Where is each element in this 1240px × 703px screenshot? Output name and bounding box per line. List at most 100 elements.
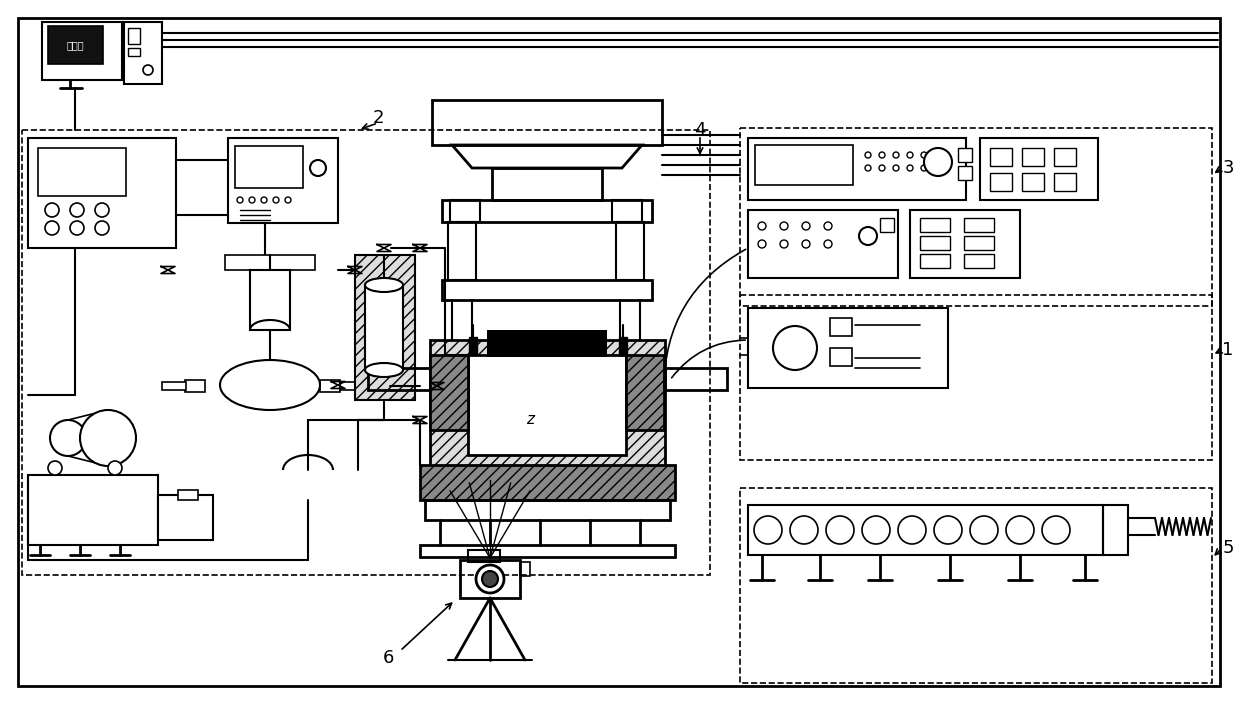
- Circle shape: [826, 516, 854, 544]
- Bar: [441, 280, 652, 300]
- Circle shape: [970, 516, 998, 544]
- Bar: [1022, 173, 1044, 191]
- Bar: [830, 318, 852, 336]
- Text: z: z: [526, 413, 534, 427]
- Bar: [990, 173, 1012, 191]
- Circle shape: [924, 148, 952, 176]
- Circle shape: [862, 516, 890, 544]
- Bar: [748, 138, 966, 200]
- Bar: [365, 285, 403, 370]
- Bar: [748, 308, 949, 388]
- Bar: [963, 236, 994, 250]
- Bar: [1054, 148, 1076, 166]
- Circle shape: [48, 461, 62, 475]
- Circle shape: [95, 203, 109, 217]
- Circle shape: [45, 203, 60, 217]
- Bar: [128, 28, 140, 44]
- Circle shape: [143, 65, 153, 75]
- Bar: [29, 475, 157, 545]
- Circle shape: [893, 152, 899, 158]
- Circle shape: [898, 516, 926, 544]
- Circle shape: [754, 516, 782, 544]
- Bar: [619, 337, 627, 355]
- Bar: [740, 295, 1211, 460]
- Bar: [185, 380, 205, 392]
- Bar: [963, 218, 994, 232]
- Text: 3: 3: [1223, 159, 1234, 177]
- Bar: [990, 148, 1012, 166]
- Circle shape: [825, 240, 832, 248]
- Bar: [124, 22, 162, 84]
- Circle shape: [921, 152, 928, 158]
- Bar: [441, 200, 652, 222]
- Bar: [980, 138, 1097, 200]
- Bar: [1104, 505, 1128, 555]
- Circle shape: [790, 516, 818, 544]
- Circle shape: [237, 197, 243, 203]
- Circle shape: [45, 221, 60, 235]
- Circle shape: [893, 165, 899, 171]
- Circle shape: [802, 240, 810, 248]
- Bar: [448, 222, 476, 280]
- Circle shape: [906, 152, 913, 158]
- Circle shape: [476, 565, 503, 593]
- Bar: [920, 218, 950, 232]
- Bar: [320, 380, 340, 392]
- Ellipse shape: [365, 278, 403, 292]
- Circle shape: [81, 410, 136, 466]
- Bar: [920, 254, 950, 268]
- Bar: [748, 505, 1104, 555]
- Bar: [740, 488, 1211, 683]
- Bar: [425, 500, 670, 520]
- Circle shape: [1006, 516, 1034, 544]
- Text: 6: 6: [382, 649, 393, 667]
- Text: 5: 5: [1223, 539, 1234, 557]
- Ellipse shape: [219, 360, 320, 410]
- Bar: [959, 148, 972, 162]
- Circle shape: [285, 197, 291, 203]
- Text: 4: 4: [694, 121, 706, 139]
- Bar: [520, 562, 529, 576]
- Bar: [430, 340, 665, 470]
- Bar: [450, 200, 480, 222]
- Bar: [42, 22, 122, 80]
- Bar: [880, 218, 894, 232]
- Bar: [469, 337, 477, 355]
- Bar: [626, 355, 663, 430]
- Circle shape: [825, 222, 832, 230]
- Bar: [1054, 173, 1076, 191]
- Bar: [830, 348, 852, 366]
- Bar: [432, 100, 662, 145]
- Circle shape: [310, 160, 326, 176]
- Circle shape: [273, 197, 279, 203]
- Bar: [467, 550, 500, 562]
- Bar: [224, 255, 315, 270]
- Bar: [740, 128, 1211, 306]
- Bar: [250, 270, 290, 330]
- Bar: [38, 148, 126, 196]
- Circle shape: [95, 221, 109, 235]
- Circle shape: [260, 197, 267, 203]
- Bar: [467, 355, 626, 455]
- Bar: [613, 200, 642, 222]
- Circle shape: [879, 165, 885, 171]
- Bar: [430, 355, 467, 430]
- Bar: [963, 254, 994, 268]
- Circle shape: [802, 222, 810, 230]
- Bar: [128, 48, 140, 56]
- Circle shape: [934, 516, 962, 544]
- Bar: [22, 130, 711, 575]
- Circle shape: [69, 203, 84, 217]
- Text: 1: 1: [1223, 341, 1234, 359]
- Bar: [920, 236, 950, 250]
- Bar: [959, 166, 972, 180]
- Bar: [420, 465, 675, 500]
- Circle shape: [780, 222, 787, 230]
- Circle shape: [859, 227, 877, 245]
- Bar: [420, 545, 675, 557]
- Circle shape: [1042, 516, 1070, 544]
- Circle shape: [780, 240, 787, 248]
- Bar: [179, 490, 198, 500]
- Bar: [355, 255, 415, 400]
- Circle shape: [866, 152, 870, 158]
